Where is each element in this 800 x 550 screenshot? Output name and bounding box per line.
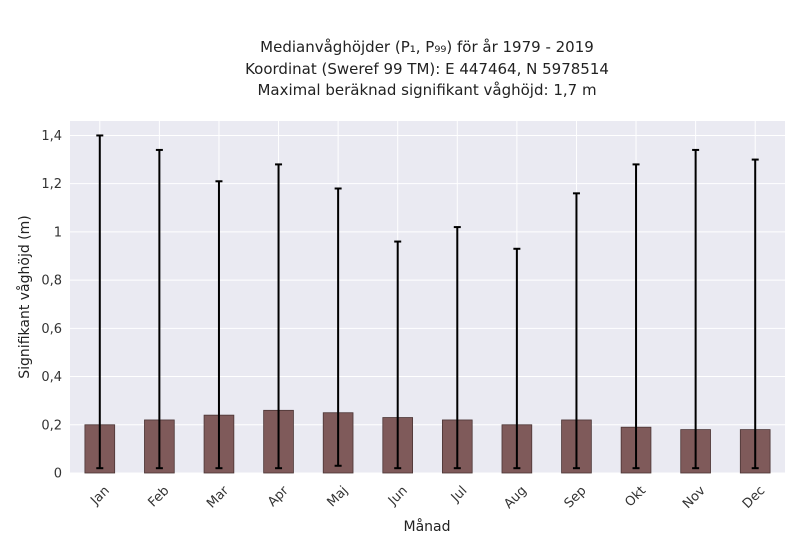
y-axis-ticks: 0 0,2 0,4 0,6 0,8 1 1,2 1,4 — [41, 129, 62, 482]
x-tick-label: Mar — [204, 483, 232, 511]
y-axis-label: Signifikant våghöjd (m) — [16, 215, 33, 378]
y-tick-label: 1 — [54, 225, 62, 240]
x-tick-label: Aug — [501, 483, 530, 512]
x-tick-label: Nov — [680, 483, 709, 512]
x-axis-label: Månad — [404, 518, 451, 535]
x-tick-label: Dec — [740, 483, 768, 511]
y-tick-label: 1,4 — [41, 129, 62, 144]
x-tick-label: Jul — [448, 483, 470, 505]
x-tick-label: Okt — [622, 483, 649, 510]
y-tick-label: 0,6 — [41, 322, 62, 337]
x-tick-label: Feb — [146, 483, 173, 510]
y-tick-label: 0,8 — [41, 274, 62, 289]
y-tick-label: 0,2 — [41, 418, 62, 433]
y-tick-label: 0,4 — [41, 370, 62, 385]
plot-area — [70, 121, 785, 473]
x-tick-label: Maj — [324, 483, 351, 510]
x-tick-label: Jan — [87, 483, 112, 508]
error-bars — [96, 134, 759, 470]
x-tick-label: Apr — [265, 483, 292, 510]
chart-title-line-3: Maximal beräknad signifikant våghöjd: 1,… — [257, 81, 596, 99]
chart-title: Medianvåghöjder (P₁, P₉₉) för år 1979 - … — [245, 38, 609, 99]
chart-title-line-1: Medianvåghöjder (P₁, P₉₉) för år 1979 - … — [260, 38, 594, 56]
y-tick-label: 0 — [54, 467, 62, 482]
chart-title-line-2: Koordinat (Sweref 99 TM): E 447464, N 59… — [245, 60, 609, 78]
y-tick-label: 1,2 — [41, 177, 62, 192]
x-tick-label: Jun — [385, 483, 411, 509]
x-tick-label: Sep — [562, 483, 590, 511]
x-axis-ticks: Jan Feb Mar Apr Maj Jun Jul Aug Sep Okt Nov Dec — [87, 483, 768, 512]
